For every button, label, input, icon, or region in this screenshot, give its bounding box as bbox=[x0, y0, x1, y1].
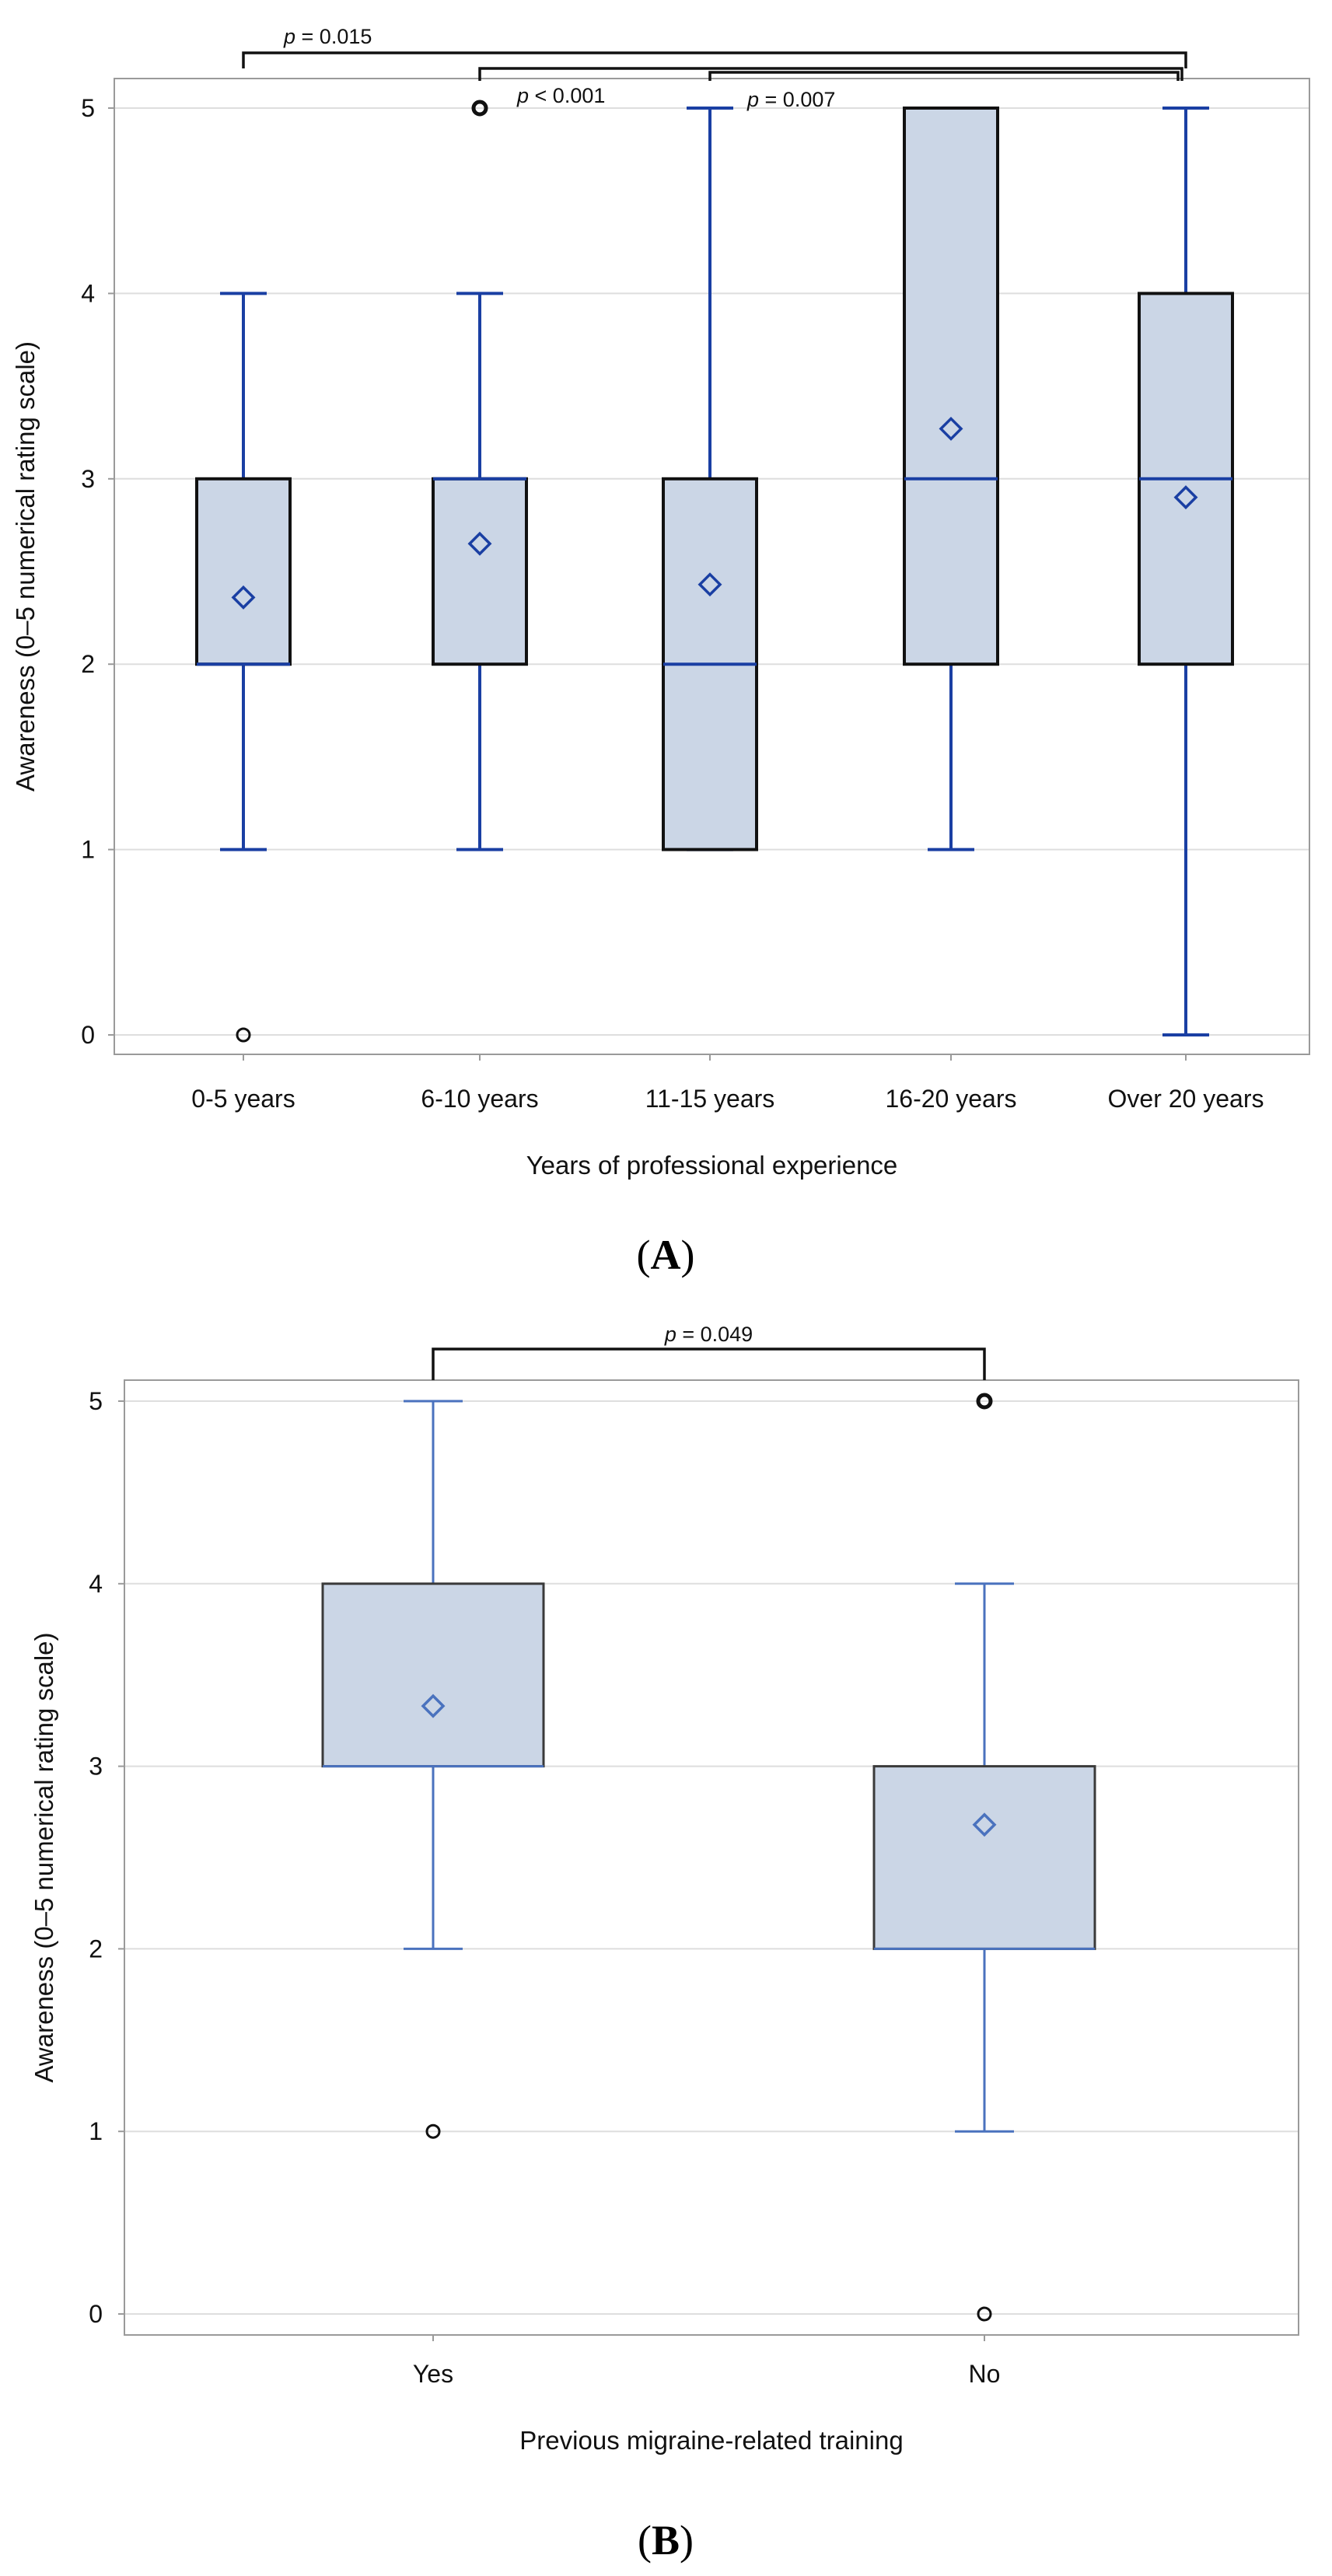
panel-a-box-iqr bbox=[903, 107, 999, 666]
panel-b-ytick-label: 4 bbox=[89, 1570, 103, 1598]
panel-b-letter: B bbox=[652, 2517, 680, 2564]
panel-a-plot-frame bbox=[114, 78, 1310, 1055]
panel-a-x-axis-title: Years of professional experience bbox=[526, 1151, 898, 1180]
panel-b-y-axis-title: Awareness (0–5 numerical rating scale) bbox=[30, 1633, 58, 2083]
panel-b-ytick-label: 3 bbox=[89, 1753, 103, 1781]
panel-b-xtick-label: Yes bbox=[413, 2360, 453, 2388]
panel-a-ytick-label: 2 bbox=[81, 650, 95, 678]
panel-b-ytick-label: 5 bbox=[89, 1387, 103, 1415]
panel-a-ytick-label: 5 bbox=[81, 94, 95, 122]
panel-a-xtick-label: 11-15 years bbox=[645, 1085, 775, 1113]
panel-a-p-value-label: p = 0.015 bbox=[283, 25, 372, 48]
panel-a-mean-marker bbox=[1173, 485, 1198, 510]
panel-a-box-group bbox=[195, 292, 292, 1043]
panel-a-ytick-label: 0 bbox=[81, 1021, 95, 1049]
panel-a-significance-bracket: p = 0.015 bbox=[242, 25, 1187, 68]
panel-b-plot-frame bbox=[124, 1379, 1299, 2336]
panel-b-p-value: = 0.049 bbox=[676, 1323, 753, 1346]
panel-a-bracket-line bbox=[708, 71, 1180, 81]
panel-b-mean-marker bbox=[421, 1693, 446, 1718]
panel-b-mean-marker bbox=[972, 1812, 997, 1837]
panel-a-mean-marker bbox=[467, 531, 492, 556]
panel-a-mean-marker bbox=[231, 585, 256, 610]
panel-a-p-value-label: p < 0.001 bbox=[516, 84, 605, 107]
panel-b-x-axis-title: Previous migraine-related training bbox=[519, 2426, 903, 2455]
panel-a-significance-bracket: p = 0.007 bbox=[708, 71, 1180, 111]
panel-a-p-value: = 0.007 bbox=[759, 88, 835, 111]
panel-a-p-symbol: p bbox=[516, 84, 529, 107]
panel-b-box-group bbox=[321, 1400, 545, 2139]
panel-a-p-value: < 0.001 bbox=[529, 84, 605, 107]
panel-a-chart: 0 1 2 3 4 5 0-5 years 6-10 years 11-15 years 16-2… bbox=[11, 25, 1310, 1180]
panel-b-bracket-line bbox=[432, 1347, 986, 1380]
panel-b-ytick-label: 2 bbox=[89, 1935, 103, 1963]
panel-b-p-value-label: p = 0.049 bbox=[664, 1323, 753, 1346]
panel-a-bracket-line bbox=[478, 67, 1183, 81]
panel-b-p-symbol: p bbox=[664, 1323, 676, 1346]
panel-b-ytick-label: 0 bbox=[89, 2300, 103, 2328]
panel-a-xtick-label: Over 20 years bbox=[1108, 1085, 1264, 1113]
panel-a-box-group bbox=[1138, 107, 1234, 1036]
panel-a-outlier-point bbox=[236, 1027, 251, 1043]
panel-a-p-symbol: p bbox=[746, 88, 759, 111]
panel-a-mean-marker bbox=[939, 416, 963, 441]
panel-b-outlier-point bbox=[977, 2306, 992, 2322]
panel-a-p-symbol: p bbox=[283, 25, 295, 48]
panel-b-outlier-point bbox=[976, 1393, 993, 1410]
panel-a-y-axis-title: Awareness (0–5 numerical rating scale) bbox=[11, 341, 40, 792]
panel-b-outlier-point bbox=[425, 2123, 441, 2139]
panel-a-outlier-point bbox=[471, 100, 488, 117]
panel-a-significance-bracket: p < 0.001 bbox=[478, 67, 1183, 107]
panel-b-box-group bbox=[872, 1393, 1096, 2322]
panel-a-xtick-label: 16-20 years bbox=[886, 1085, 1017, 1113]
panel-b-box-iqr bbox=[872, 1765, 1096, 1950]
panel-a-xtick-label: 0-5 years bbox=[191, 1085, 295, 1113]
panel-a-box-group bbox=[432, 100, 528, 851]
panel-b-xtick-label: No bbox=[969, 2360, 1001, 2388]
panel-a-box-group bbox=[903, 107, 999, 851]
panel-a-letter: A bbox=[651, 1232, 681, 1278]
panel-a-xtick-label: 6-10 years bbox=[421, 1085, 538, 1113]
panel-a-box-iqr bbox=[432, 477, 528, 666]
panel-a-ytick-label: 4 bbox=[81, 279, 95, 307]
panel-b-label: (B) bbox=[638, 2517, 694, 2564]
panel-a-bracket-line bbox=[242, 51, 1187, 68]
panel-a-label: (A) bbox=[637, 1232, 695, 1278]
panel-a-box-group bbox=[662, 107, 758, 851]
panel-a-p-value-label: p = 0.007 bbox=[746, 88, 835, 111]
panel-a-mean-marker bbox=[697, 572, 722, 597]
panel-a-p-value: = 0.015 bbox=[295, 25, 372, 48]
panel-b-significance-bracket: p = 0.049 bbox=[432, 1323, 986, 1380]
panel-a-ytick-label: 3 bbox=[81, 465, 95, 493]
panel-a-box-iqr bbox=[195, 477, 292, 666]
panel-a-ytick-label: 1 bbox=[81, 836, 95, 864]
panel-b-ytick-label: 1 bbox=[89, 2117, 103, 2145]
panel-b-chart: 0 1 2 3 4 5 Yes No Previous migraine-related tra… bbox=[30, 1323, 1299, 2455]
panel-b-box-iqr bbox=[321, 1582, 545, 1768]
